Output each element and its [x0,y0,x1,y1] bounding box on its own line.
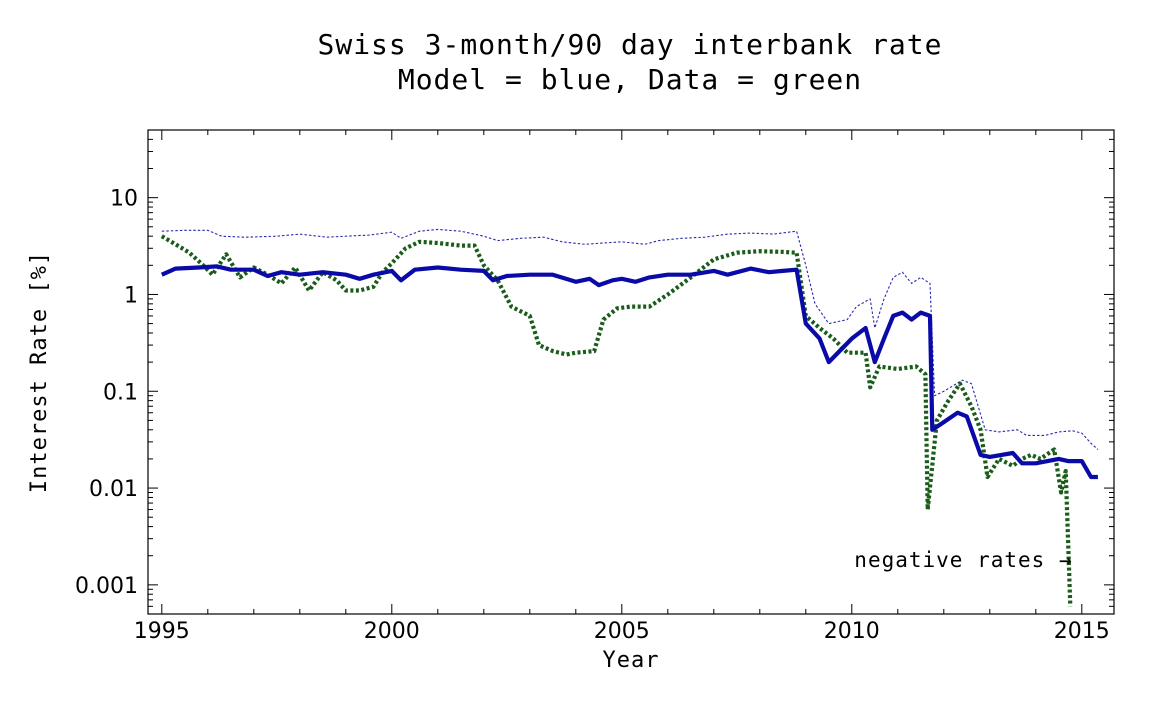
x-tick-label: 1995 [134,619,190,644]
x-tick-label: 2000 [364,619,420,644]
series-layer [160,228,1099,607]
y-axis-label: Interest Rate [%] [27,251,52,493]
y-tick-label: 0.1 [103,380,138,405]
negative-rates-annotation: negative rates → [854,548,1072,572]
series-line-model [160,264,1098,480]
plot-area-frame [147,129,1115,615]
tick-layer: 1995 2000 2005 2010 2015 0.001 0.01 0.1 1 10 [75,129,1114,644]
chart-title: Swiss 3-month/90 day interbank rate [317,28,942,61]
y-tick-label: 0.01 [89,477,138,502]
y-tick-label: 0.001 [75,574,138,599]
y-tick-label: 1 [124,283,138,308]
x-tick-label: 2010 [824,619,880,644]
series-line-data [160,234,1073,607]
series-line-upper-band [161,228,1099,450]
x-axis-label: Year [603,648,660,673]
x-tick-label: 2015 [1054,619,1110,644]
y-tick-label: 10 [110,187,138,212]
x-tick-label: 2005 [594,619,650,644]
chart-subtitle: Model = blue, Data = green [398,63,862,96]
